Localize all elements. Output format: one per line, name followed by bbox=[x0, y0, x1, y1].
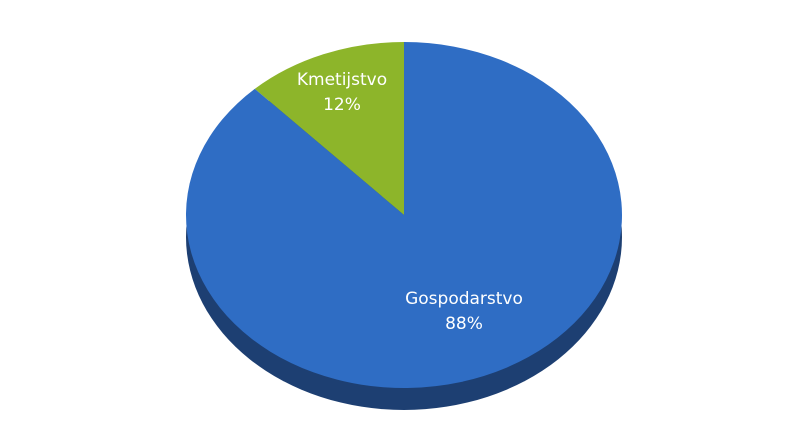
slice-label-gospodarstvo: Gospodarstvo bbox=[405, 289, 523, 309]
slice-value-kmetijstvo: 12% bbox=[323, 95, 361, 115]
pie-slice-gospodarstvo bbox=[186, 42, 623, 389]
slice-value-gospodarstvo: 88% bbox=[445, 314, 483, 334]
slice-label-kmetijstvo: Kmetijstvo bbox=[297, 70, 387, 90]
pie-slices bbox=[186, 42, 623, 389]
pie-labels: Kmetijstvo 12% Gospodarstvo 88% bbox=[297, 70, 523, 334]
pie-slice-kmetijstvo bbox=[254, 42, 404, 215]
